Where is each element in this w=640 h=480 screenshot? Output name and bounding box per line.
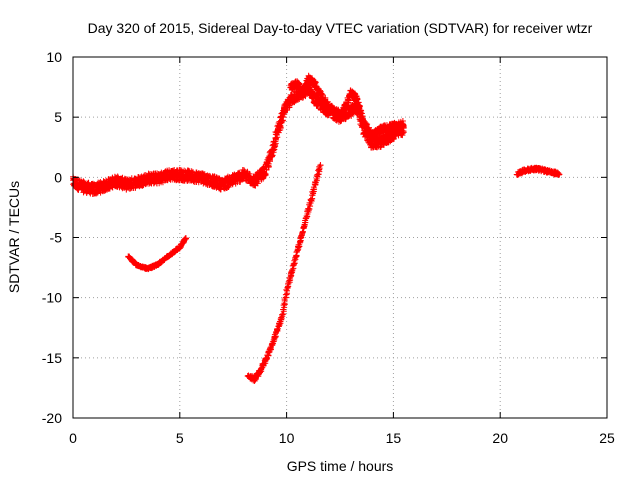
data-point — [400, 129, 407, 136]
y-axis-label: SDTVAR / TECUs — [6, 181, 22, 293]
data-point — [182, 235, 189, 242]
data-point — [300, 223, 307, 230]
data-point — [299, 229, 306, 236]
x-tick-label: 15 — [386, 430, 402, 446]
data-point — [298, 232, 305, 239]
x-tick-label: 5 — [176, 430, 184, 446]
chart-title: Day 320 of 2015, Sidereal Day-to-day VTE… — [88, 20, 593, 36]
data-point — [289, 268, 296, 275]
data-point — [316, 166, 323, 173]
y-tick-label: -5 — [50, 230, 63, 246]
y-tick-label: -10 — [42, 290, 62, 306]
x-tick-label: 25 — [599, 430, 615, 446]
data-point — [188, 168, 195, 175]
data-point — [267, 345, 274, 352]
x-tick-label: 10 — [279, 430, 295, 446]
x-tick-label: 20 — [492, 430, 508, 446]
y-tick-label: 10 — [46, 49, 62, 65]
data-point — [301, 90, 308, 97]
data-point — [317, 162, 324, 169]
axis-ticks: 0 5 10 15 20 25 -20 -15 -10 -5 0 5 10 — [42, 49, 615, 446]
data-point — [265, 163, 272, 170]
y-tick-label: 5 — [54, 109, 62, 125]
y-tick-label: -20 — [42, 410, 62, 426]
data-point — [390, 126, 397, 133]
data-point — [344, 102, 351, 109]
data-point — [270, 147, 277, 154]
data-point — [269, 153, 276, 160]
data-point — [400, 122, 407, 129]
data-point — [311, 80, 318, 87]
data-point — [399, 118, 406, 125]
data-point — [319, 92, 326, 99]
data-point — [262, 171, 269, 178]
data-point — [277, 122, 284, 129]
data-point — [273, 136, 280, 143]
x-tick-label: 0 — [69, 430, 77, 446]
data-point — [269, 152, 276, 159]
data-point — [185, 167, 192, 174]
data-point — [290, 261, 297, 268]
data-point — [318, 90, 325, 97]
data-points — [70, 72, 563, 384]
y-tick-label: 0 — [54, 169, 62, 185]
data-point — [314, 174, 321, 181]
x-axis-label: GPS time / hours — [287, 458, 394, 474]
data-point — [181, 236, 188, 243]
data-point — [280, 113, 287, 120]
data-point — [556, 171, 563, 178]
y-tick-label: -15 — [42, 350, 62, 366]
